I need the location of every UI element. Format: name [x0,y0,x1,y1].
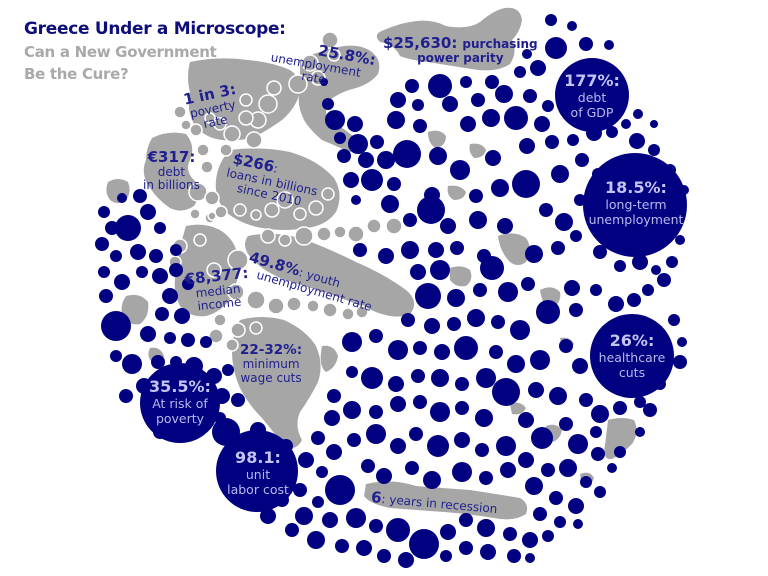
circle-unit-labor-cost: 98.1: unit labor cost [227,447,289,497]
circle-debt-of-gdp: 177%: debt of GDP [564,70,620,120]
label-minimum-wage-cuts: 22-32%: minimum wage cuts [240,342,303,385]
circle-line-2: unemployment [588,211,684,227]
subtitle-line-2: Be the Cure? [24,65,129,83]
subtitle-line-1: Can a New Government [24,43,217,61]
blue-dots [95,14,689,568]
circle-value: 177%: [564,70,620,90]
circle-line-2: poverty [155,410,205,426]
label-value: 22-32%: [240,342,303,358]
circle-line-1: long-term [605,196,667,212]
circle-risk-of-poverty: 35.5%: At risk of poverty [149,376,211,426]
circle-line-2: of GDP [570,104,614,120]
label-line-1: minimum [242,357,300,372]
gray-dots [168,31,403,352]
label-value: $25,630: [383,34,458,52]
label-value: €317: [147,148,196,166]
circle-line-2: cuts [618,364,646,380]
circle-line-1: At risk of [152,395,208,411]
circle-line-1: healthcare [598,349,666,365]
label-line-2: wage cuts [240,370,302,385]
circle-long-term-unemployment: 18.5%: long-term unemployment [588,177,684,227]
circle-value: 26%: [609,330,655,350]
circle-healthcare-cuts: 26%: healthcare cuts [598,330,666,380]
label-line-2: in billions [143,178,200,193]
greece-map-shapes [106,7,637,520]
page-title: Greece Under a Microscope: [24,19,286,39]
label-purchasing-power-parity: $25,630: purchasing power parity [383,34,538,65]
circle-value: 98.1: [235,447,281,467]
label-line-1: purchasing [462,37,538,51]
circle-line-1: debt [577,89,607,105]
circle-value: 18.5%: [605,177,667,197]
circle-line-1: unit [245,466,271,482]
label-line-2: power parity [417,50,504,65]
circle-value: 35.5%: [149,376,211,396]
label-line-1: debt [157,164,186,179]
circle-line-2: labor cost [227,481,289,497]
label-median-income: €8,377: median income [184,264,252,315]
label-debt-billions: €317: debt in billions [143,149,200,193]
